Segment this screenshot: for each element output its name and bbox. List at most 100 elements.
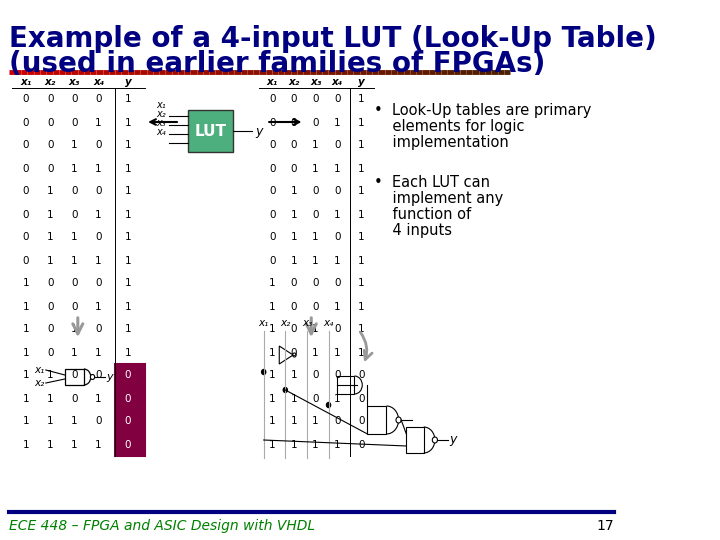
Text: 1: 1: [22, 394, 30, 403]
Text: 1: 1: [269, 325, 276, 334]
Text: 0: 0: [291, 164, 297, 173]
Text: 1: 1: [269, 440, 276, 449]
Text: 1: 1: [291, 440, 297, 449]
Bar: [337, 376, 354, 394]
Text: x₃: x₃: [310, 77, 321, 87]
Text: 1: 1: [125, 233, 131, 242]
Text: x₄: x₄: [93, 77, 104, 87]
Circle shape: [325, 402, 331, 408]
Text: 0: 0: [47, 348, 53, 357]
Text: 0: 0: [312, 118, 319, 127]
Text: y: y: [107, 372, 113, 382]
Text: 0: 0: [269, 186, 276, 197]
Text: 0: 0: [47, 94, 53, 105]
Text: 0: 0: [47, 140, 53, 151]
Text: 0: 0: [95, 370, 102, 381]
Bar: [367, 406, 387, 434]
Text: 1: 1: [95, 301, 102, 312]
Text: 0: 0: [358, 370, 364, 381]
Text: x₂: x₂: [288, 77, 300, 87]
Text: 0: 0: [334, 416, 341, 427]
Text: 1: 1: [358, 233, 365, 242]
Text: 1: 1: [95, 210, 102, 219]
Polygon shape: [279, 346, 293, 364]
Text: 1: 1: [22, 325, 30, 334]
Text: 0: 0: [291, 94, 297, 105]
Text: 1: 1: [334, 210, 341, 219]
Text: x₂: x₂: [156, 109, 166, 119]
Text: 0: 0: [291, 140, 297, 151]
Text: 1: 1: [71, 416, 78, 427]
Text: 0: 0: [269, 233, 276, 242]
Text: 1: 1: [47, 186, 53, 197]
Text: 1: 1: [269, 348, 276, 357]
Text: 1: 1: [358, 348, 365, 357]
Text: 1: 1: [71, 255, 78, 266]
Text: elements for logic: elements for logic: [374, 119, 524, 134]
Text: implement any: implement any: [374, 191, 503, 206]
Text: 1: 1: [71, 325, 78, 334]
Text: 1: 1: [291, 255, 297, 266]
Text: 1: 1: [125, 164, 131, 173]
Text: 0: 0: [47, 164, 53, 173]
Text: x₂: x₂: [35, 378, 45, 388]
Text: x₂: x₂: [280, 318, 290, 328]
Text: x₄: x₄: [156, 127, 166, 137]
Text: 0: 0: [95, 233, 102, 242]
Text: 1: 1: [95, 118, 102, 127]
Text: 0: 0: [125, 394, 131, 403]
Text: implementation: implementation: [374, 135, 508, 150]
Text: x₂: x₂: [45, 77, 55, 87]
Text: x₄: x₄: [323, 318, 333, 328]
Text: 0: 0: [312, 301, 319, 312]
Text: x₃: x₃: [302, 318, 312, 328]
Text: 0: 0: [334, 233, 341, 242]
Text: 1: 1: [358, 164, 365, 173]
Text: 1: 1: [334, 255, 341, 266]
Text: 1: 1: [125, 325, 131, 334]
Text: 1: 1: [334, 164, 341, 173]
Bar: [115, 364, 145, 387]
Text: x₃: x₃: [68, 77, 80, 87]
Text: x₁: x₁: [156, 100, 166, 110]
Circle shape: [292, 353, 296, 357]
Text: 0: 0: [71, 186, 78, 197]
Text: LUT: LUT: [195, 124, 227, 138]
Bar: [65, 369, 84, 385]
Bar: [115, 364, 145, 456]
Text: 1: 1: [334, 118, 341, 127]
Text: 0: 0: [269, 118, 276, 127]
Text: 0: 0: [47, 118, 53, 127]
Text: 0: 0: [291, 301, 297, 312]
Text: 0: 0: [269, 94, 276, 105]
Text: 0: 0: [125, 370, 131, 381]
Text: 1: 1: [47, 233, 53, 242]
Circle shape: [432, 437, 438, 443]
Text: 1: 1: [334, 440, 341, 449]
Text: 1: 1: [125, 140, 131, 151]
Text: 0: 0: [23, 210, 30, 219]
Text: 1: 1: [22, 301, 30, 312]
Text: 1: 1: [47, 394, 53, 403]
Text: 1: 1: [95, 440, 102, 449]
Text: 1: 1: [312, 255, 319, 266]
Text: (used in earlier families of FPGAs): (used in earlier families of FPGAs): [9, 50, 545, 78]
Text: 1: 1: [95, 394, 102, 403]
Text: 0: 0: [23, 94, 30, 105]
Text: 1: 1: [291, 210, 297, 219]
Text: 1: 1: [269, 301, 276, 312]
Text: 1: 1: [47, 210, 53, 219]
Text: 0: 0: [71, 394, 78, 403]
Text: 1: 1: [312, 325, 319, 334]
Text: 1: 1: [71, 233, 78, 242]
Text: 4 inputs: 4 inputs: [374, 223, 451, 238]
Text: 0: 0: [71, 279, 78, 288]
Text: 0: 0: [23, 233, 30, 242]
Text: 1: 1: [312, 164, 319, 173]
Text: 0: 0: [47, 301, 53, 312]
Text: ECE 448 – FPGA and ASIC Design with VHDL: ECE 448 – FPGA and ASIC Design with VHDL: [9, 519, 315, 533]
Text: Example of a 4-input LUT (Look-Up Table): Example of a 4-input LUT (Look-Up Table): [9, 25, 657, 53]
Circle shape: [261, 369, 266, 375]
Text: 0: 0: [95, 140, 102, 151]
Text: 0: 0: [269, 210, 276, 219]
